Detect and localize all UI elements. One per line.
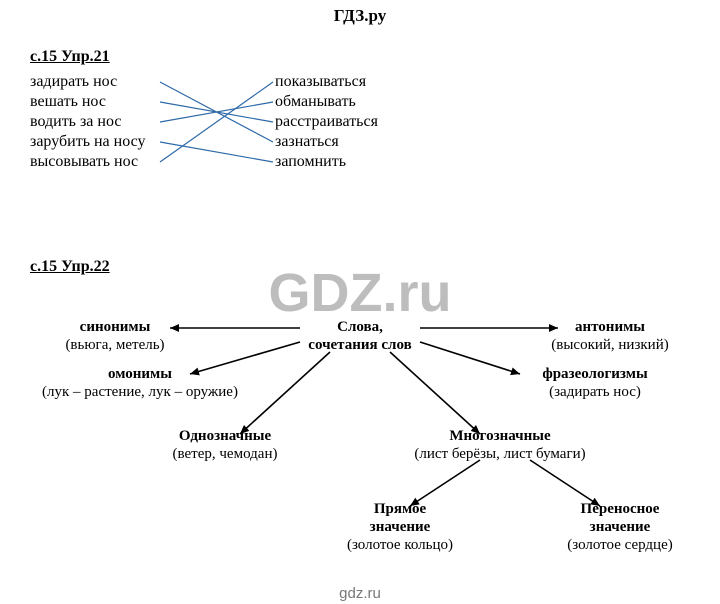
ex22-center-l2: сочетания слов	[300, 336, 420, 354]
node-lit-label: Прямое	[330, 500, 470, 518]
node-pol-label: Многозначные	[395, 427, 605, 445]
node-lit: Прямое значение (золотое кольцо)	[330, 500, 470, 554]
node-syn-ex: (вьюга, метель)	[40, 336, 190, 354]
node-syn-label: синонимы	[40, 318, 190, 336]
node-ant-label: антонимы	[530, 318, 690, 336]
node-ant: антонимы (высокий, низкий)	[530, 318, 690, 354]
ex21-right-3: зазнаться	[275, 132, 378, 152]
ex22-title: с.15 Упр.22	[30, 258, 110, 276]
watermark: GDZ.ru	[269, 262, 452, 324]
node-fig: Переносное значение (золотое сердце)	[545, 500, 695, 554]
ex21-right-2: расстраиваться	[275, 112, 378, 132]
node-ant-ex: (высокий, низкий)	[530, 336, 690, 354]
ex21-right-column: показываться обманывать расстраиваться з…	[275, 72, 378, 172]
node-fig-label2: значение	[545, 518, 695, 536]
footer: gdz.ru	[0, 585, 720, 602]
node-fig-ex: (золотое сердце)	[545, 536, 695, 554]
node-phr: фразеологизмы (задирать нос)	[500, 365, 690, 401]
ex21-left-column: задирать нос вешать нос водить за нос за…	[30, 72, 146, 172]
node-hom-ex: (лук – растение, лук – оружие)	[25, 383, 255, 401]
ex21-left-4: высовывать нос	[30, 152, 146, 172]
node-phr-label: фразеологизмы	[500, 365, 690, 383]
ex21-title: с.15 Упр.21	[30, 48, 110, 66]
node-lit-ex: (золотое кольцо)	[330, 536, 470, 554]
node-lit-label2: значение	[330, 518, 470, 536]
node-syn: синонимы (вьюга, метель)	[40, 318, 190, 354]
node-fig-label: Переносное	[545, 500, 695, 518]
ex21-left-1: вешать нос	[30, 92, 146, 112]
node-hom: омонимы (лук – растение, лук – оружие)	[25, 365, 255, 401]
node-hom-label: омонимы	[25, 365, 255, 383]
ex21-right-4: запомнить	[275, 152, 378, 172]
ex21-right-0: показываться	[275, 72, 378, 92]
ex21-left-0: задирать нос	[30, 72, 146, 92]
node-pol: Многозначные (лист берёзы, лист бумаги)	[395, 427, 605, 463]
ex21-left-2: водить за нос	[30, 112, 146, 132]
node-uni: Однозначные (ветер, чемодан)	[145, 427, 305, 463]
ex22-center-l1: Слова,	[300, 318, 420, 336]
node-uni-ex: (ветер, чемодан)	[145, 445, 305, 463]
node-pol-ex: (лист берёзы, лист бумаги)	[395, 445, 605, 463]
node-phr-ex: (задирать нос)	[500, 383, 690, 401]
ex21-right-1: обманывать	[275, 92, 378, 112]
node-uni-label: Однозначные	[145, 427, 305, 445]
ex21-left-3: зарубить на носу	[30, 132, 146, 152]
site-header: ГДЗ.ру	[0, 6, 720, 26]
ex22-center: Слова, сочетания слов	[300, 318, 420, 354]
